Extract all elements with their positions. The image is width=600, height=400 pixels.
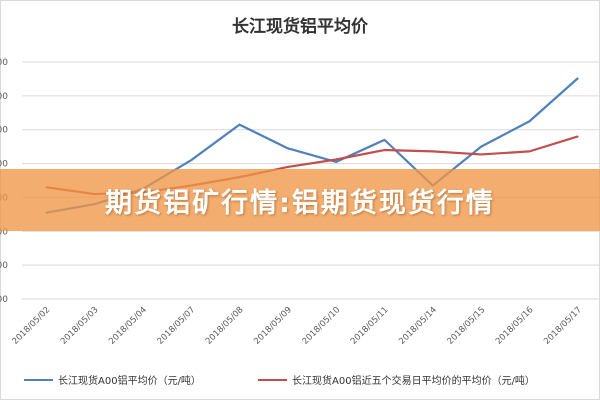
data-point bbox=[383, 139, 386, 141]
x-tick-label: 2018/05/15 bbox=[446, 305, 488, 347]
data-point bbox=[528, 120, 531, 123]
data-point bbox=[287, 147, 289, 150]
x-tick-label: 2018/05/03 bbox=[59, 305, 101, 347]
y-tick-label: 14500 bbox=[0, 160, 8, 170]
data-point bbox=[480, 145, 482, 148]
overlay-banner: 期货铝矿行情:铝期货现货行情 bbox=[0, 169, 600, 231]
x-tick-label: 2018/05/04 bbox=[107, 305, 149, 347]
x-tick-label: 2018/05/11 bbox=[349, 305, 391, 347]
data-point bbox=[577, 77, 579, 80]
legend-label-series-1: 长江现货A00铝平均价（元/吨） bbox=[58, 374, 201, 387]
chart-title: 长江现货铝平均价 bbox=[232, 16, 369, 37]
legend-label-series-2: 长江现货A00铝近五个交易日平均价的平均价（元/吨） bbox=[292, 374, 535, 387]
data-point bbox=[383, 149, 386, 151]
data-point bbox=[335, 161, 337, 163]
data-point bbox=[577, 135, 579, 138]
data-point bbox=[287, 166, 289, 168]
x-tick-label: 2018/05/08 bbox=[204, 305, 246, 347]
y-tick-label: 14700 bbox=[0, 92, 8, 102]
x-tick-label: 2018/05/07 bbox=[156, 305, 198, 347]
data-point bbox=[190, 159, 192, 161]
x-axis-ticks: 2018/05/02 2018/05/03 2018/05/04 2018/05/07… bbox=[11, 305, 584, 347]
y-tick-label: 14800 bbox=[0, 58, 8, 68]
x-tick-label: 2018/05/02 bbox=[11, 305, 53, 347]
x-tick-label: 2018/05/14 bbox=[397, 305, 439, 347]
data-point bbox=[480, 153, 482, 156]
x-tick-label: 2018/05/10 bbox=[301, 305, 343, 347]
banner-text: 期货铝矿行情:铝期货现货行情 bbox=[105, 187, 495, 219]
x-tick-label: 2018/05/16 bbox=[494, 305, 536, 347]
y-tick-label: 14200 bbox=[0, 261, 8, 271]
legend: 长江现货A00铝平均价（元/吨） 长江现货A00铝近五个交易日平均价的平均价（元… bbox=[24, 374, 535, 387]
x-tick-label: 2018/05/09 bbox=[252, 305, 294, 347]
y-tick-label: 14100 bbox=[0, 295, 8, 305]
data-point bbox=[432, 150, 434, 153]
data-point bbox=[335, 158, 337, 161]
x-tick-label: 2018/05/17 bbox=[542, 305, 584, 347]
data-point bbox=[528, 150, 531, 153]
data-point bbox=[238, 123, 241, 126]
y-tick-label: 14600 bbox=[0, 126, 8, 136]
y-tick-label: 14300 bbox=[0, 227, 8, 237]
